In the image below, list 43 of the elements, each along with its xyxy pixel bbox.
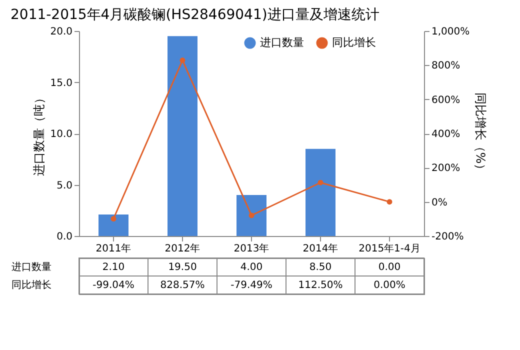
text: 进口数量	[12, 262, 52, 273]
x-tick-label: 2014年	[302, 242, 338, 254]
bar	[306, 148, 336, 236]
legend-label: 同比增长	[332, 36, 376, 49]
point	[386, 199, 392, 205]
bar	[236, 195, 266, 236]
y2-tick-label: 600%	[432, 94, 460, 106]
y2-tick-label: 0%	[432, 197, 448, 208]
data-label: 19.50	[168, 262, 197, 273]
y2-tick-label: 1,000%	[432, 26, 470, 38]
y-axis-title: 进口数量（吨）	[32, 92, 46, 176]
data-label: 828.57%	[160, 280, 205, 291]
data-label: 2.10	[102, 262, 125, 273]
point	[248, 212, 254, 218]
legend-label: 进口数量	[260, 36, 304, 49]
y-tick-label: 5.0	[56, 180, 72, 192]
point	[180, 58, 186, 64]
y-tick-label: 0.0	[56, 232, 72, 242]
x-tick-label: 2015年1-4月	[358, 242, 420, 254]
y2-tick-label: 400%	[432, 129, 460, 140]
point	[110, 216, 116, 222]
data-label: -79.49%	[230, 280, 272, 291]
x-tick-label: 2013年	[234, 242, 270, 254]
x-tick-label: 2011年	[96, 242, 132, 254]
y-tick-label: 15.0	[50, 78, 72, 89]
y2-tick-label: 800%	[432, 60, 460, 72]
data-label: -99.04%	[92, 280, 134, 291]
data-label: 0.00	[378, 262, 401, 273]
y2-tick-label: 200%	[432, 163, 460, 174]
data-label: 8.50	[309, 262, 332, 273]
x-tick-label: 2012年	[164, 242, 200, 254]
bar	[168, 36, 198, 236]
data-label: 0.00%	[374, 280, 406, 291]
chart-title: 2011-2015年4月碳酸镧(HS28469041)进口量及增速统计	[10, 7, 380, 23]
point	[318, 180, 324, 186]
bar	[98, 214, 128, 236]
y2-axis-title: 同比增长（%）	[474, 92, 488, 176]
text: 同比增长	[12, 280, 52, 291]
y-tick-label: 10.0	[50, 129, 72, 140]
data-label: 4.00	[240, 262, 263, 273]
y2-tick-label: -200%	[432, 232, 464, 242]
data-label: 112.50%	[298, 280, 343, 291]
y-tick-label: 20.0	[50, 26, 72, 38]
